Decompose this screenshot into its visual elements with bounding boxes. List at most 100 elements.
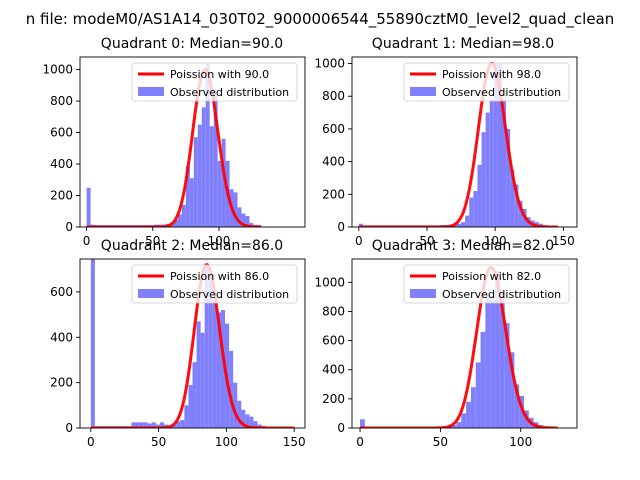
histogram-bar xyxy=(229,350,234,428)
histogram-bar xyxy=(189,178,194,227)
y-tick-label: 0 xyxy=(337,421,345,435)
y-tick-label: 400 xyxy=(50,330,73,344)
histogram-bar xyxy=(173,219,178,227)
histogram-bar xyxy=(502,99,507,227)
histogram-bar xyxy=(147,423,152,428)
histogram-bar xyxy=(220,310,226,428)
legend-box xyxy=(403,264,570,304)
histogram-bar xyxy=(461,222,466,227)
legend-box xyxy=(131,62,298,102)
histogram-bar xyxy=(249,416,254,428)
histogram-bar xyxy=(176,421,181,428)
y-tick-label: 1000 xyxy=(314,57,345,71)
axes-frame xyxy=(351,258,578,429)
histogram-bar xyxy=(155,424,160,428)
panel-title: Quadrant 3: Median=82.0 xyxy=(372,238,554,254)
histogram-bar xyxy=(485,112,490,227)
histogram-bar xyxy=(209,126,214,227)
plot-area xyxy=(358,62,558,227)
legend-entry-observed: Observed distribution xyxy=(442,86,561,99)
histogram-bar xyxy=(456,422,462,428)
y-tick-label: 1000 xyxy=(314,275,345,289)
panel-title: Quadrant 0: Median=90.0 xyxy=(101,36,283,52)
histogram-bar xyxy=(451,425,457,428)
x-tick-label: 0 xyxy=(87,435,95,449)
x-tick-label: 100 xyxy=(509,435,532,449)
histogram-bar xyxy=(514,384,520,428)
poisson-curve xyxy=(358,62,558,227)
histogram-bar xyxy=(480,331,486,428)
histogram-bar xyxy=(506,128,511,227)
y-tick-label: 600 xyxy=(322,122,345,136)
y-tick-label: 600 xyxy=(322,334,345,348)
histogram-bar xyxy=(181,204,186,227)
histogram-bar xyxy=(139,422,144,428)
legend-entry-observed: Observed distribution xyxy=(170,288,289,301)
histogram-bar xyxy=(504,323,510,428)
x-tick-label: 100 xyxy=(484,234,507,248)
histogram-bar xyxy=(205,63,210,227)
y-tick-label: 800 xyxy=(322,89,345,103)
y-tick-label: 600 xyxy=(50,285,73,299)
legend-entry-poisson: Poission with 86.0 xyxy=(170,270,269,283)
poisson-curve xyxy=(360,266,558,428)
poisson-curve xyxy=(86,68,262,227)
y-tick-label: 800 xyxy=(322,304,345,318)
histogram-bar xyxy=(208,278,213,428)
histogram-bar xyxy=(216,312,221,428)
y-tick-label: 1000 xyxy=(42,63,73,77)
histogram-bar xyxy=(490,299,496,428)
histogram-bar xyxy=(192,362,197,428)
histogram-bar xyxy=(495,270,500,428)
panel-quadrant-0: Quadrant 0: Median=90.0 0 50 1000200400600… xyxy=(42,36,306,248)
panel-title: Quadrant 2: Median=86.0 xyxy=(101,238,283,254)
histogram-bar xyxy=(497,63,502,227)
histogram-bar xyxy=(249,223,254,227)
plot-area xyxy=(360,266,558,428)
y-tick-label: 0 xyxy=(65,220,73,234)
axes-frame xyxy=(351,56,578,228)
histogram-bar xyxy=(514,184,519,227)
y-tick-label: 400 xyxy=(50,157,73,171)
axes-frame xyxy=(79,56,306,228)
panel-title: Quadrant 1: Median=98.0 xyxy=(372,36,554,52)
histogram-bar xyxy=(245,414,250,428)
histogram-bar xyxy=(204,264,209,428)
x-tick-label: 100 xyxy=(208,234,231,248)
y-tick-label: 600 xyxy=(50,126,73,140)
histogram-bar xyxy=(257,424,262,428)
axes-frame xyxy=(79,258,306,429)
histogram-bar xyxy=(221,138,226,227)
legend-entry-poisson: Poission with 82.0 xyxy=(442,270,541,283)
figure-suptitle: n file: modeM0/AS1A14_030T02_9000006544_… xyxy=(26,10,615,29)
histogram-bar xyxy=(253,421,258,428)
histogram-bar xyxy=(135,422,140,428)
histogram-bar xyxy=(475,362,481,428)
histogram-bar xyxy=(90,259,95,428)
histogram-bar xyxy=(461,413,467,428)
histogram-bar xyxy=(212,300,217,428)
y-tick-label: 800 xyxy=(50,94,73,108)
y-tick-label: 200 xyxy=(322,392,345,406)
histogram-bar xyxy=(477,164,482,227)
histogram-bar xyxy=(360,419,365,428)
y-tick-label: 0 xyxy=(337,220,345,234)
y-tick-label: 200 xyxy=(50,189,73,203)
histogram-bar xyxy=(233,192,238,227)
histogram-bar xyxy=(465,215,470,227)
legend-bar-swatch xyxy=(138,289,164,298)
histogram-bar xyxy=(470,387,476,428)
histogram-bar xyxy=(519,395,524,428)
histogram-bar xyxy=(86,187,91,227)
histogram-bar xyxy=(217,160,222,227)
histogram-bar xyxy=(188,384,193,428)
histogram-bar xyxy=(180,420,185,428)
histogram-bar xyxy=(466,401,471,428)
histogram-bar xyxy=(213,90,218,227)
y-tick-label: 200 xyxy=(50,376,73,390)
legend-box xyxy=(403,62,570,102)
histogram-bar xyxy=(159,422,165,428)
histogram-bar xyxy=(184,405,189,428)
histogram-bar xyxy=(151,422,156,428)
